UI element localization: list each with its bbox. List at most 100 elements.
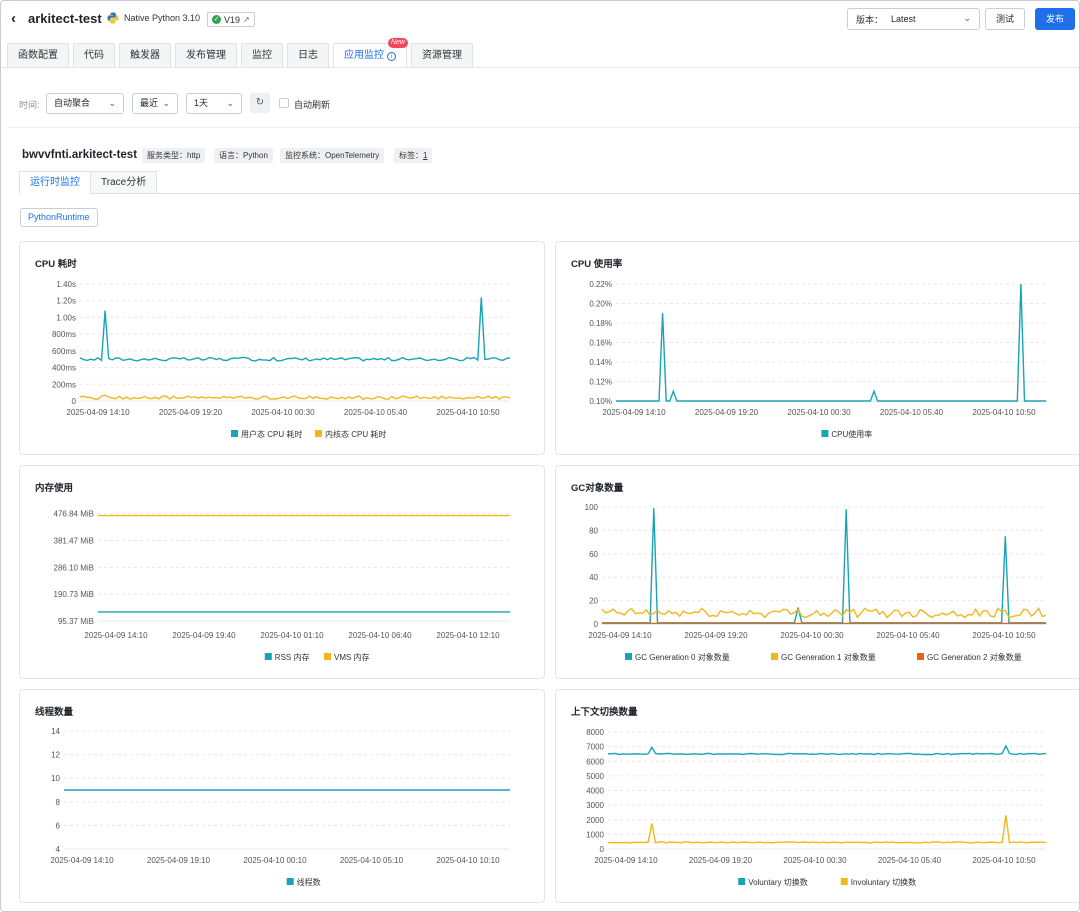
- x-tick-label: 2025-04-10 00:30: [787, 408, 851, 417]
- cpu-usage-chart: 0.10% 0.12% 0.14% 0.16% 0.18% 0.20% 0.22% 2025-…: [589, 280, 1046, 439]
- range-select[interactable]: 最近 ⌄: [132, 93, 178, 114]
- x-tick-label: 2025-04-09 19:20: [689, 856, 753, 865]
- y-tick-label: 2000: [586, 816, 604, 825]
- y-tick-label: 0.16%: [589, 339, 612, 348]
- labels-count[interactable]: 1: [423, 151, 428, 160]
- y-tick-label: 40: [589, 573, 598, 582]
- y-tick-label: 400ms: [52, 364, 76, 373]
- y-tick-label: 10: [51, 774, 60, 783]
- legend-label: GC Generation 0 对象数量: [635, 652, 730, 662]
- x-tick-label: 2025-04-09 14:10: [588, 631, 652, 640]
- tab-triggers[interactable]: 触发器: [119, 43, 171, 67]
- legend-swatch: [286, 878, 294, 885]
- legend-label: RSS 内存: [275, 652, 310, 662]
- service-name: bwvvfnti.arkitect-test: [22, 149, 138, 161]
- tab-label: 资源管理: [422, 50, 462, 61]
- time-label: 时间:: [19, 100, 40, 110]
- info-icon: i: [387, 52, 396, 61]
- y-tick-label: 20: [589, 597, 598, 606]
- y-tick-label: 600ms: [52, 347, 76, 356]
- legend-label: 用户态 CPU 耗时: [241, 429, 302, 439]
- test-button[interactable]: 测试: [985, 8, 1025, 30]
- x-tick-label: 2025-04-09 19:20: [684, 631, 748, 640]
- sub-tabs: 运行时监控 Trace分析: [19, 171, 158, 194]
- x-tick-label: 2025-04-10 05:40: [878, 856, 942, 865]
- tab-runtime-monitoring[interactable]: 运行时监控: [19, 171, 91, 194]
- legend-swatch: [231, 430, 238, 437]
- chart-title: 线程数量: [35, 707, 74, 718]
- cpu-time-card: CPU 耗时 0 200ms 400ms 600ms 800ms 1.00s 1.20s 1.…: [19, 241, 545, 455]
- service-type-tag: 服务类型：http: [142, 148, 206, 163]
- x-tick-label: 2025-04-10 10:10: [436, 856, 500, 865]
- legend-swatch: [625, 653, 632, 660]
- runtime-label: Native Python 3.10: [124, 13, 201, 23]
- y-tick-label: 8: [56, 798, 61, 807]
- python-runtime-tag[interactable]: PythonRuntime: [20, 208, 98, 227]
- tab-release-management[interactable]: 发布管理: [175, 43, 237, 67]
- legend-swatch: [738, 878, 746, 885]
- tab-label: 监控: [252, 50, 272, 61]
- x-tick-label: 2025-04-10 00:10: [243, 856, 307, 865]
- series-line: [79, 394, 511, 401]
- y-tick-label: 0.20%: [589, 300, 612, 309]
- tab-logs[interactable]: 日志: [287, 43, 329, 67]
- memory-chart: 95.37 MiB 190.73 MiB 286.10 MiB 381.47 MiB 4…: [54, 510, 510, 662]
- publish-button[interactable]: 发布: [1035, 8, 1075, 30]
- y-tick-label: 4000: [586, 787, 604, 796]
- legend-swatch: [917, 653, 924, 660]
- y-tick-label: 0: [72, 397, 77, 406]
- x-tick-label: 2025-04-09 19:40: [172, 631, 236, 640]
- y-tick-label: 6000: [586, 757, 604, 766]
- memory-card: 内存使用 95.37 MiB 190.73 MiB 286.10 MiB 381.47…: [19, 465, 545, 679]
- y-tick-label: 1.00s: [56, 313, 76, 322]
- x-tick-label: 2025-04-09 14:10: [84, 631, 148, 640]
- y-tick-label: 0.10%: [589, 397, 612, 406]
- legend-label: Involuntary 切换数: [851, 877, 916, 887]
- tab-app-monitoring[interactable]: 应用监控 i New: [333, 38, 408, 67]
- series-line: [607, 744, 1047, 756]
- x-tick-label: 2025-04-10 00:30: [251, 408, 315, 417]
- x-tick-label: 2025-04-09 14:10: [50, 856, 114, 865]
- tab-monitoring[interactable]: 监控: [241, 43, 283, 67]
- legend-swatch: [324, 653, 331, 660]
- legend-label: GC Generation 1 对象数量: [781, 652, 876, 662]
- tab-code[interactable]: 代码: [73, 43, 115, 67]
- refresh-icon[interactable]: ↻: [250, 93, 270, 113]
- labels-tag[interactable]: 标签：1: [394, 148, 433, 163]
- auto-refresh-checkbox[interactable]: [279, 98, 289, 108]
- tab-label: 日志: [298, 50, 318, 61]
- y-tick-label: 12: [51, 751, 60, 760]
- gc-objects-card: GC对象数量 0 20 40 60 80 100 2025-04-09 14:10 2025-…: [555, 465, 1079, 679]
- chart-title: CPU 耗时: [35, 259, 77, 270]
- main-tabs: 函数配置 代码 触发器 发布管理 监控 日志 应用监控 i New 资源管理: [7, 38, 473, 67]
- tab-trace-analysis[interactable]: Trace分析: [91, 171, 158, 194]
- tab-label: 函数配置: [18, 50, 58, 61]
- chart-title: 上下文切换数量: [571, 707, 638, 718]
- y-tick-label: 0.22%: [589, 280, 612, 289]
- series-line: [79, 297, 511, 362]
- version-badge-label: V19: [224, 14, 241, 25]
- x-tick-label: 2025-04-09 14:10: [594, 856, 658, 865]
- x-tick-label: 2025-04-09 19:20: [159, 408, 223, 417]
- legend-swatch: [840, 878, 848, 885]
- x-tick-label: 2025-04-10 00:30: [780, 631, 844, 640]
- chevron-left-icon[interactable]: ‹: [11, 10, 16, 27]
- span-select[interactable]: 1天 ⌄: [186, 93, 242, 114]
- subtabs-divider: [151, 193, 1079, 194]
- tab-label: 应用监控: [344, 50, 384, 61]
- x-tick-label: 2025-04-09 14:10: [66, 408, 130, 417]
- y-tick-label: 476.84 MiB: [54, 510, 94, 519]
- version-select[interactable]: 版本： Latest ⌄: [847, 8, 980, 30]
- series-line: [601, 607, 1047, 619]
- labels-key: 标签：: [399, 151, 423, 160]
- aggregate-select[interactable]: 自动聚合 ⌄: [46, 93, 124, 114]
- tab-function-config[interactable]: 函数配置: [7, 43, 69, 67]
- tab-resource-management[interactable]: 资源管理: [411, 43, 473, 67]
- x-tick-label: 2025-04-09 19:20: [695, 408, 759, 417]
- chevron-down-icon: ⌄: [226, 98, 234, 108]
- version-badge[interactable]: ✓ V19 ↗: [207, 12, 255, 27]
- y-tick-label: 100: [585, 503, 599, 512]
- cpu-usage-card: CPU 使用率 0.10% 0.12% 0.14% 0.16% 0.18% 0.20% 0.…: [555, 241, 1079, 455]
- x-tick-label: 2025-04-10 10:50: [972, 856, 1036, 865]
- x-tick-label: 2025-04-10 01:10: [260, 631, 324, 640]
